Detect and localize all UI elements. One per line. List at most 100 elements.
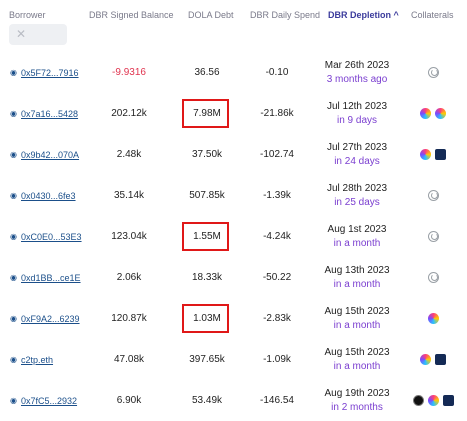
depletion-relative: in 25 days — [334, 196, 380, 208]
depletion-date: Mar 26th 2023 — [324, 59, 390, 71]
borrower-address-link[interactable]: 0x5F72...7916 — [21, 67, 79, 78]
dbr-signed-balance: 120.87k — [111, 313, 147, 324]
depletion-relative: in 2 months — [331, 401, 383, 413]
collaterals-cell — [404, 175, 462, 216]
borrower-address-link[interactable]: 0x0430...6fe3 — [21, 190, 76, 201]
depletion-date: Aug 15th 2023 — [324, 305, 390, 317]
dola-debt: 36.56 — [194, 67, 220, 78]
header-borrower[interactable]: Borrower — [9, 10, 46, 20]
eye-icon[interactable]: ◉ — [10, 108, 17, 118]
borrower-cell: ◉ 0x0430...6fe3 — [10, 175, 100, 216]
collaterals-cell — [404, 339, 462, 380]
depletion-date: Jul 12th 2023 — [326, 100, 388, 112]
header-dola-debt[interactable]: DOLA Debt — [188, 10, 234, 20]
header-dbr-signed-balance[interactable]: DBR Signed Balance — [89, 10, 174, 20]
eye-icon[interactable]: ◉ — [10, 190, 17, 200]
depletion-date: Jul 28th 2023 — [326, 182, 388, 194]
sort-ascending-icon: ^ — [393, 10, 399, 20]
dbr-daily-spend: -0.10 — [265, 67, 289, 78]
borrower-cell: ◉ c2tp.eth — [10, 339, 100, 380]
table-row: ◉ 0xd1BB...ce1E 2.06k 18.33k -50.22 Aug … — [0, 257, 467, 298]
dola-debt: 397.65k — [189, 354, 225, 365]
borrower-address-link[interactable]: 0xd1BB...ce1E — [21, 272, 81, 283]
header-dbr-daily-spend[interactable]: DBR Daily Spend — [250, 10, 321, 20]
collateral-token-icon — [442, 395, 454, 406]
eye-icon[interactable]: ◉ — [10, 149, 17, 159]
dbr-daily-spend: -102.74 — [260, 149, 294, 160]
dbr-signed-balance: -9.9316 — [112, 67, 146, 78]
eye-icon[interactable]: ◉ — [10, 354, 17, 364]
eye-icon[interactable]: ◉ — [10, 272, 17, 282]
depletion-date: Aug 13th 2023 — [324, 264, 390, 276]
header-collaterals[interactable]: Collaterals — [411, 10, 454, 20]
borrower-address-link[interactable]: 0xC0E0...53E3 — [21, 231, 82, 242]
borrower-address-link[interactable]: 0x7a16...5428 — [21, 108, 79, 119]
collateral-token-icon — [427, 67, 439, 78]
dola-debt: 37.50k — [191, 149, 223, 160]
borrower-filter-input[interactable]: ✕ — [9, 24, 67, 45]
dbr-signed-balance: 202.12k — [111, 108, 147, 119]
collaterals-cell — [404, 257, 462, 298]
borrower-address-link[interactable]: 0x9b42...070A — [21, 149, 80, 160]
dbr-depletion: Aug 15th 2023 in a month — [310, 339, 404, 380]
collateral-token-icon — [435, 108, 446, 119]
depletion-relative: in 9 days — [336, 114, 378, 126]
dbr-depletion: Aug 1st 2023 in a month — [310, 216, 404, 257]
dbr-depletion: Mar 26th 2023 3 months ago — [310, 52, 404, 93]
dbr-daily-spend: -50.22 — [262, 272, 292, 283]
dola-debt: 18.33k — [191, 272, 223, 283]
borrower-cell: ◉ 0x9b42...070A — [10, 134, 100, 175]
dbr-daily-spend: -1.39k — [263, 190, 291, 201]
depletion-date: Aug 19th 2023 — [324, 387, 390, 399]
collateral-token-icon — [427, 231, 439, 242]
borrower-cell: ◉ 0x5F72...7916 — [10, 52, 100, 93]
eye-icon[interactable]: ◉ — [10, 231, 17, 241]
dbr-depletion: Aug 15th 2023 in a month — [310, 298, 404, 339]
borrower-address-link[interactable]: 0x7fC5...2932 — [21, 395, 78, 406]
dbr-daily-spend: -146.54 — [260, 395, 294, 406]
dola-debt: 53.49k — [191, 395, 223, 406]
dola-debt: 1.55M — [193, 231, 221, 242]
dbr-signed-balance: 2.48k — [116, 149, 142, 160]
table-row: ◉ 0x5F72...7916 -9.9316 36.56 -0.10 Mar … — [0, 52, 467, 93]
borrower-cell: ◉ 0xF9A2...6239 — [10, 298, 100, 339]
collateral-token-icon — [435, 149, 446, 160]
dbr-depletion: Jul 27th 2023 in 24 days — [310, 134, 404, 175]
eye-icon[interactable]: ◉ — [10, 395, 17, 405]
dbr-depletion: Aug 19th 2023 in 2 months — [310, 380, 404, 421]
dola-debt: 1.03M — [193, 313, 221, 324]
depletion-date: Aug 1st 2023 — [327, 223, 387, 235]
borrower-address-link[interactable]: c2tp.eth — [21, 354, 54, 365]
dbr-signed-balance: 47.08k — [113, 354, 145, 365]
borrower-cell: ◉ 0x7fC5...2932 — [10, 380, 100, 421]
depletion-relative: in a month — [333, 237, 381, 249]
dbr-signed-balance: 2.06k — [116, 272, 142, 283]
table-row: ◉ 0x9b42...070A 2.48k 37.50k -102.74 Jul… — [0, 134, 467, 175]
dbr-signed-balance: 35.14k — [113, 190, 145, 201]
dbr-signed-balance: 6.90k — [116, 395, 142, 406]
depletion-date: Aug 15th 2023 — [324, 346, 390, 358]
clear-icon[interactable]: ✕ — [16, 27, 27, 41]
dbr-daily-spend: -21.86k — [260, 108, 294, 119]
eye-icon[interactable]: ◉ — [10, 313, 17, 323]
collaterals-cell — [404, 52, 462, 93]
dola-debt: 7.98M — [193, 108, 221, 119]
collateral-token-icon — [427, 272, 439, 283]
dbr-daily-spend: -2.83k — [263, 313, 291, 324]
header-dbr-depletion[interactable]: DBR Depletion ^ — [328, 10, 399, 20]
collateral-token-icon — [420, 108, 431, 119]
dbr-daily-spend: -1.09k — [263, 354, 291, 365]
dbr-signed-balance: 123.04k — [111, 231, 147, 242]
eye-icon[interactable]: ◉ — [10, 67, 17, 77]
dbr-depletion: Aug 13th 2023 in a month — [310, 257, 404, 298]
collateral-token-icon — [420, 354, 431, 365]
collateral-token-icon — [412, 395, 424, 406]
collateral-token-icon — [427, 313, 439, 324]
depletion-relative: 3 months ago — [326, 73, 388, 85]
collateral-token-icon — [427, 190, 439, 201]
depletion-relative: in a month — [333, 319, 381, 331]
borrower-address-link[interactable]: 0xF9A2...6239 — [21, 313, 80, 324]
depletion-date: Jul 27th 2023 — [326, 141, 388, 153]
collaterals-cell — [404, 134, 462, 175]
